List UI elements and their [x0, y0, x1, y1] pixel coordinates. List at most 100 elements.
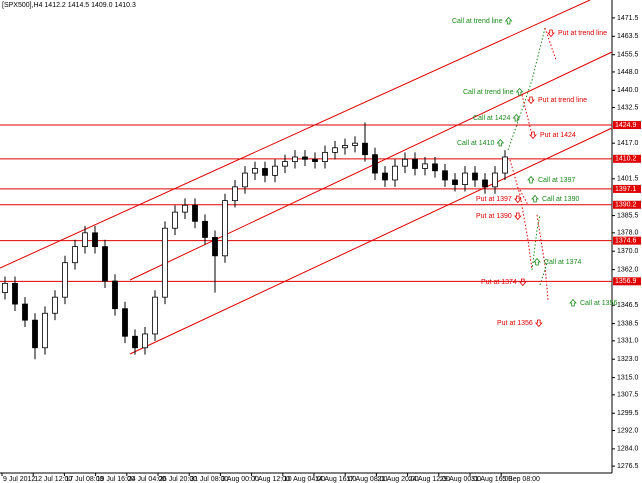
level-label: 1390.2: [615, 202, 637, 209]
candle-body: [102, 246, 108, 282]
x-tick-label: 9 Jul 2012: [3, 476, 35, 483]
level-label: 1374.6: [615, 237, 637, 244]
x-tick-label: 5 Sep 08:00: [502, 476, 540, 483]
candle-body: [2, 282, 8, 293]
candle-body: [482, 179, 488, 188]
annotation-arrow: [547, 29, 555, 38]
candle-body: [322, 151, 328, 162]
x-tick-label: 14 Aug 16:00: [315, 476, 356, 483]
candle-body: [262, 168, 268, 176]
annotation-arrow: [529, 131, 537, 140]
candle-body: [232, 186, 238, 202]
y-tick-label: 1455.5: [617, 52, 639, 59]
y-tick-label: 1338.5: [617, 320, 639, 327]
annotation: Call at 1374: [544, 259, 581, 266]
candle-body: [462, 172, 468, 185]
candle-body: [442, 170, 448, 181]
x-tick-label: 12 Jul 12:00: [34, 476, 72, 483]
level-label: 1397.1: [615, 186, 637, 193]
annotation: Call at 1424: [473, 115, 510, 122]
annotation-arrow: [513, 195, 522, 204]
y-tick-label: 1378.0: [617, 230, 639, 237]
trend-line: [0, 0, 591, 269]
annotation-arrow: [496, 138, 505, 147]
candle-body: [202, 220, 208, 238]
x-tick-label: 17 Jul 08:00: [65, 476, 103, 483]
annotation-arrow: [527, 96, 535, 105]
annotation: Put at trend line: [538, 97, 587, 104]
annotation: Put at 1390: [476, 213, 512, 220]
level-tag: [613, 277, 641, 286]
level-tag: [613, 184, 641, 193]
candle-body: [122, 308, 128, 337]
candle-body: [162, 227, 168, 298]
annotation: Call at 1390: [542, 196, 579, 203]
level-label: 1356.9: [615, 278, 637, 285]
forecast-up: [507, 27, 546, 151]
y-tick-label: 1276.5: [617, 463, 639, 470]
x-tick-label: 26 Jul 20:00: [159, 476, 197, 483]
annotation: Put at 1374: [481, 279, 517, 286]
y-tick-label: 1401.5: [617, 176, 639, 183]
annotation: Put at 1424: [540, 132, 576, 139]
candle-body: [382, 172, 388, 181]
annotation-arrow: [518, 278, 527, 287]
candle-body: [492, 172, 498, 188]
level-tag: [613, 236, 641, 245]
trend-line: [129, 51, 613, 281]
y-tick-label: 1463.5: [617, 33, 639, 40]
candle-body: [362, 142, 368, 156]
candle-body: [212, 237, 218, 257]
candle-body: [152, 296, 158, 335]
candle-body: [242, 172, 248, 188]
y-tick-label: 1307.5: [617, 392, 639, 399]
y-tick-label: 1299.5: [617, 410, 639, 417]
candle-body: [472, 172, 478, 181]
annotation: Put at trend line: [558, 30, 607, 37]
candle-body: [502, 156, 508, 174]
chart-title: [SPX500],H4 1412.2 1414.5 1409.0 1410.3: [2, 2, 136, 9]
annotation: Call at trend line: [463, 89, 514, 96]
candle-body: [352, 142, 358, 146]
candle-body: [342, 145, 348, 149]
candle-body: [252, 168, 258, 174]
x-tick-label: 24 Aug 12:00: [409, 476, 450, 483]
candle-body: [192, 204, 198, 222]
candle-body: [12, 282, 18, 305]
x-tick-label: 29 Aug 00:00: [440, 476, 481, 483]
x-tick-label: 24 Jul 04:00: [128, 476, 166, 483]
level-tag: [613, 121, 641, 130]
y-tick-label: 1346.5: [617, 302, 639, 309]
candle-body: [372, 154, 378, 174]
annotation: Call at trend line: [452, 18, 503, 25]
candle-body: [292, 156, 298, 162]
y-tick-label: 1331.0: [617, 338, 639, 345]
candle-body: [22, 303, 28, 321]
candle-body: [412, 158, 418, 169]
annotation: Call at 1397: [538, 177, 575, 184]
candle-body: [402, 158, 408, 167]
candle-body: [72, 246, 78, 264]
forecast-down: [509, 159, 533, 271]
candle-body: [112, 280, 118, 310]
x-tick-label: 19 Jul 16:00: [97, 476, 135, 483]
candle-body: [172, 211, 178, 229]
annotation-arrow: [515, 87, 524, 96]
candle-body: [92, 232, 98, 248]
x-tick-label: 3 Aug 00:00: [221, 476, 258, 483]
forecast-down: [519, 189, 529, 206]
x-tick-label: 31 Jul 08:00: [190, 476, 228, 483]
candle-body: [62, 262, 68, 298]
annotation: Put at 1397: [476, 196, 512, 203]
y-tick-label: 1440.0: [617, 87, 639, 94]
candle-body: [392, 165, 398, 181]
candle-body: [42, 312, 48, 349]
level-label: 1410.2: [615, 156, 637, 163]
candle-body: [82, 232, 88, 248]
forecast-down: [536, 214, 549, 301]
candle-body: [422, 163, 428, 169]
level-label: 1424.9: [615, 122, 637, 129]
